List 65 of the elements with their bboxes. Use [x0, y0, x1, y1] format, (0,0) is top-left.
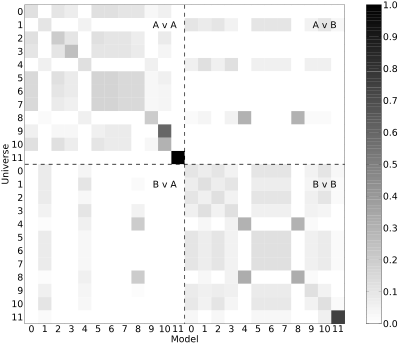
y-tick-label: 0: [18, 8, 23, 15]
y-tick-label: 2: [18, 194, 22, 201]
color-bar-label: 0.5: [384, 160, 397, 168]
y-tick-label: 9: [18, 127, 23, 134]
x-tick-label: 7: [122, 325, 127, 332]
y-tick-label: 4: [18, 61, 23, 68]
y-tick-label: 5: [18, 74, 22, 82]
x-tick-label: 8: [296, 325, 300, 332]
x-tick-label: 3: [229, 325, 234, 332]
x-tick-label: 10: [160, 325, 170, 332]
y-tick-label: 10: [12, 140, 23, 148]
color-bar-label: 0.8: [384, 64, 398, 72]
y-tick-label: 11: [12, 154, 22, 161]
x-tick-label: 11: [173, 325, 184, 332]
color-bar-label: 0.4: [384, 192, 398, 200]
y-tick-label: 7: [18, 100, 22, 108]
y-tick-label: 2: [18, 34, 22, 42]
color-bar-label: 0.3: [384, 224, 397, 232]
color-bar-label: 0.6: [384, 128, 398, 136]
y-tick-label: 9: [18, 286, 23, 294]
x-tick-label: 8: [136, 325, 140, 332]
y-axis-title: Universe: [1, 144, 8, 184]
x-tick-label: 9: [308, 325, 314, 332]
x-axis-title: Model: [172, 334, 198, 342]
y-tick-label: 5: [18, 234, 22, 240]
y-tick-label: 4: [18, 220, 23, 228]
x-tick-label: 6: [269, 325, 274, 332]
y-tick-label: 6: [18, 246, 23, 254]
x-tick-label: 1: [202, 325, 207, 332]
x-tick-label: 9: [149, 325, 154, 332]
y-tick-label: 7: [18, 260, 22, 268]
x-tick-label: 1: [42, 325, 47, 332]
annotation: A v A: [152, 21, 177, 28]
x-tick-label: 4: [242, 325, 248, 332]
color-bar-label: 0.7: [384, 96, 397, 104]
y-tick-label: 1: [18, 21, 22, 28]
x-tick-label: 5: [256, 325, 260, 332]
x-tick-label: 11: [333, 325, 343, 332]
annotation: B v B: [313, 180, 336, 188]
x-tick-label: 2: [216, 325, 220, 332]
color-bar-label: 1.0: [384, 1, 398, 8]
y-tick-label: 6: [18, 87, 23, 94]
color-bar-label: 0.2: [384, 256, 397, 264]
x-tick-label: 3: [69, 325, 74, 332]
y-tick-label: 10: [12, 300, 23, 307]
color-bar-label: 0.0: [384, 320, 398, 327]
y-tick-label: 8: [18, 114, 23, 122]
y-tick-label: 0: [18, 167, 23, 174]
color-bar-label: 0.1: [384, 288, 397, 296]
y-tick-label: 3: [18, 48, 22, 55]
x-tick-label: 5: [96, 325, 100, 332]
color-bar-label: 0.9: [384, 32, 398, 40]
x-tick-label: 10: [320, 325, 330, 332]
x-tick-label: 4: [82, 325, 88, 332]
annotation: A v B: [312, 21, 336, 28]
x-tick-label: 7: [282, 325, 287, 332]
x-tick-label: 0: [29, 325, 34, 332]
y-tick-label: 8: [18, 273, 23, 280]
y-tick-label: 11: [12, 313, 22, 320]
y-tick-label: 3: [18, 206, 22, 214]
y-tick-label: 1: [18, 180, 22, 188]
x-tick-label: 2: [56, 325, 60, 332]
x-tick-label: 6: [109, 325, 114, 332]
annotation: B v A: [154, 180, 177, 188]
x-tick-label: 0: [189, 325, 194, 332]
